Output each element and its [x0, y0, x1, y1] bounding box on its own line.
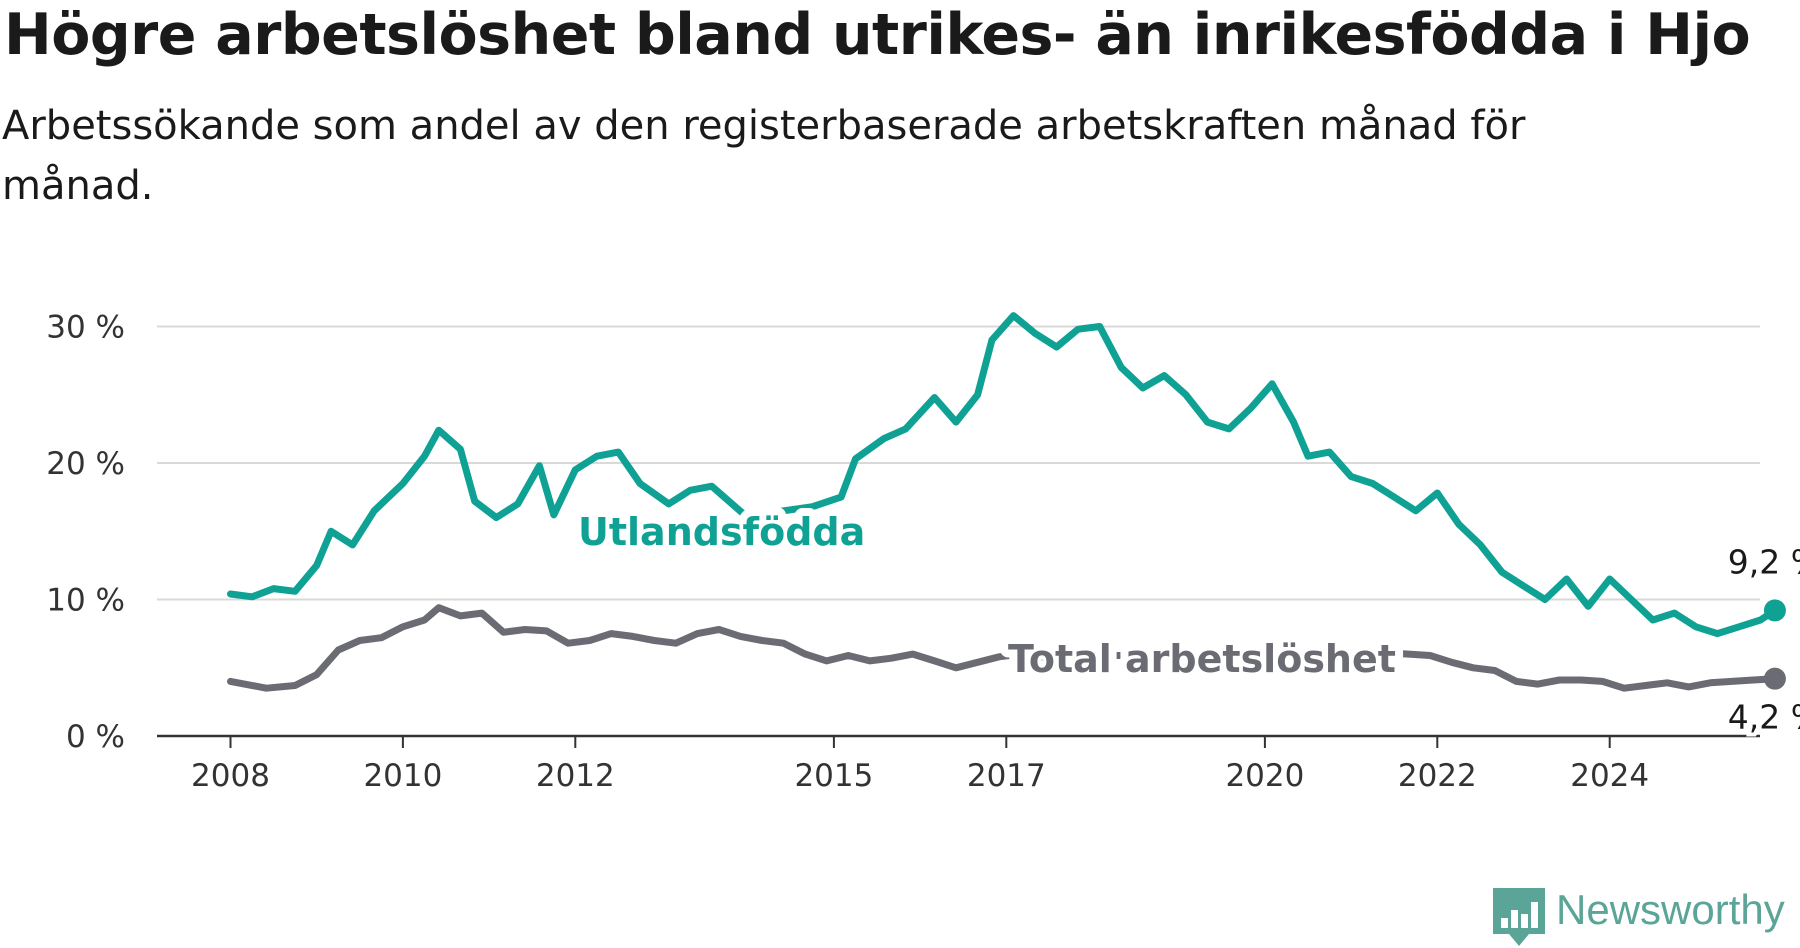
x-tick-label: 2024 [1570, 758, 1649, 794]
chart-subtitle: Arbetssökande som andel av den registerb… [2, 103, 1526, 209]
newsworthy-logo-icon [1493, 888, 1545, 946]
end-value-label-0: 9,2 % [1728, 542, 1800, 581]
y-axis-ticks: 0 % 10 % 20 % 30 % [46, 310, 125, 756]
x-tick-label: 2012 [536, 758, 615, 794]
x-tick-label: 2017 [967, 758, 1046, 794]
x-tick-label: 2010 [363, 758, 442, 794]
end-value-label-1: 4,2 % [1728, 698, 1800, 737]
x-tick-label: 2008 [191, 758, 270, 794]
series-label-0: Utlandsfödda [578, 510, 865, 554]
series-line-1 [227, 604, 1779, 692]
series-endpoint-1 [1763, 667, 1786, 690]
series-labels: Utlandsfödda Total arbetslöshet 9,2 % 4,2 % [570, 502, 1800, 741]
series-endpoint-0 [1763, 599, 1786, 622]
gridlines [157, 325, 1760, 601]
series-label-1: Total arbetslöshet [1008, 637, 1396, 681]
brand-name: Newsworthy [1556, 886, 1785, 933]
series-line-0 [227, 312, 1779, 638]
x-tick-label: 2022 [1398, 758, 1477, 794]
y-tick-label: 20 % [46, 446, 125, 482]
x-tick-label: 2015 [794, 758, 873, 794]
x-tick-label: 2020 [1225, 758, 1304, 794]
y-tick-label: 30 % [46, 310, 125, 346]
y-tick-label: 10 % [46, 583, 125, 619]
chart-title: Högre arbetslöshet bland utrikes- än inr… [4, 2, 1751, 68]
series-lines [227, 312, 1786, 692]
x-axis-ticks: 2008 2010 2012 2015 2017 2020 2022 2024 [191, 736, 1649, 794]
y-tick-label: 0 % [66, 719, 125, 755]
